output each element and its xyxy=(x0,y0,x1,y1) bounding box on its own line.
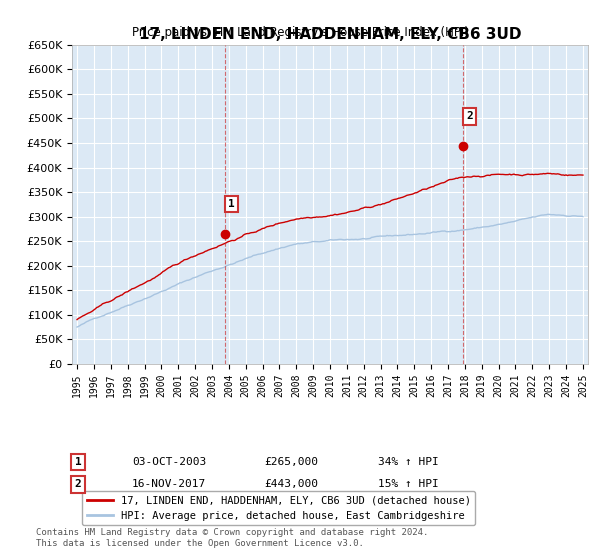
Title: 17, LINDEN END, HADDENHAM, ELY, CB6 3UD: 17, LINDEN END, HADDENHAM, ELY, CB6 3UD xyxy=(139,27,521,42)
Text: £443,000: £443,000 xyxy=(264,479,318,489)
Text: 15% ↑ HPI: 15% ↑ HPI xyxy=(378,479,439,489)
Text: 1: 1 xyxy=(228,199,235,209)
Text: Contains HM Land Registry data © Crown copyright and database right 2024.
This d: Contains HM Land Registry data © Crown c… xyxy=(36,528,428,548)
Text: Price paid vs. HM Land Registry's House Price Index (HPI): Price paid vs. HM Land Registry's House … xyxy=(131,26,469,39)
Text: 2: 2 xyxy=(74,479,82,489)
Text: 16-NOV-2017: 16-NOV-2017 xyxy=(132,479,206,489)
Text: £265,000: £265,000 xyxy=(264,457,318,467)
Text: 1: 1 xyxy=(74,457,82,467)
Text: 2: 2 xyxy=(466,111,473,122)
Text: 03-OCT-2003: 03-OCT-2003 xyxy=(132,457,206,467)
Legend: 17, LINDEN END, HADDENHAM, ELY, CB6 3UD (detached house), HPI: Average price, de: 17, LINDEN END, HADDENHAM, ELY, CB6 3UD … xyxy=(82,491,475,525)
Text: 34% ↑ HPI: 34% ↑ HPI xyxy=(378,457,439,467)
